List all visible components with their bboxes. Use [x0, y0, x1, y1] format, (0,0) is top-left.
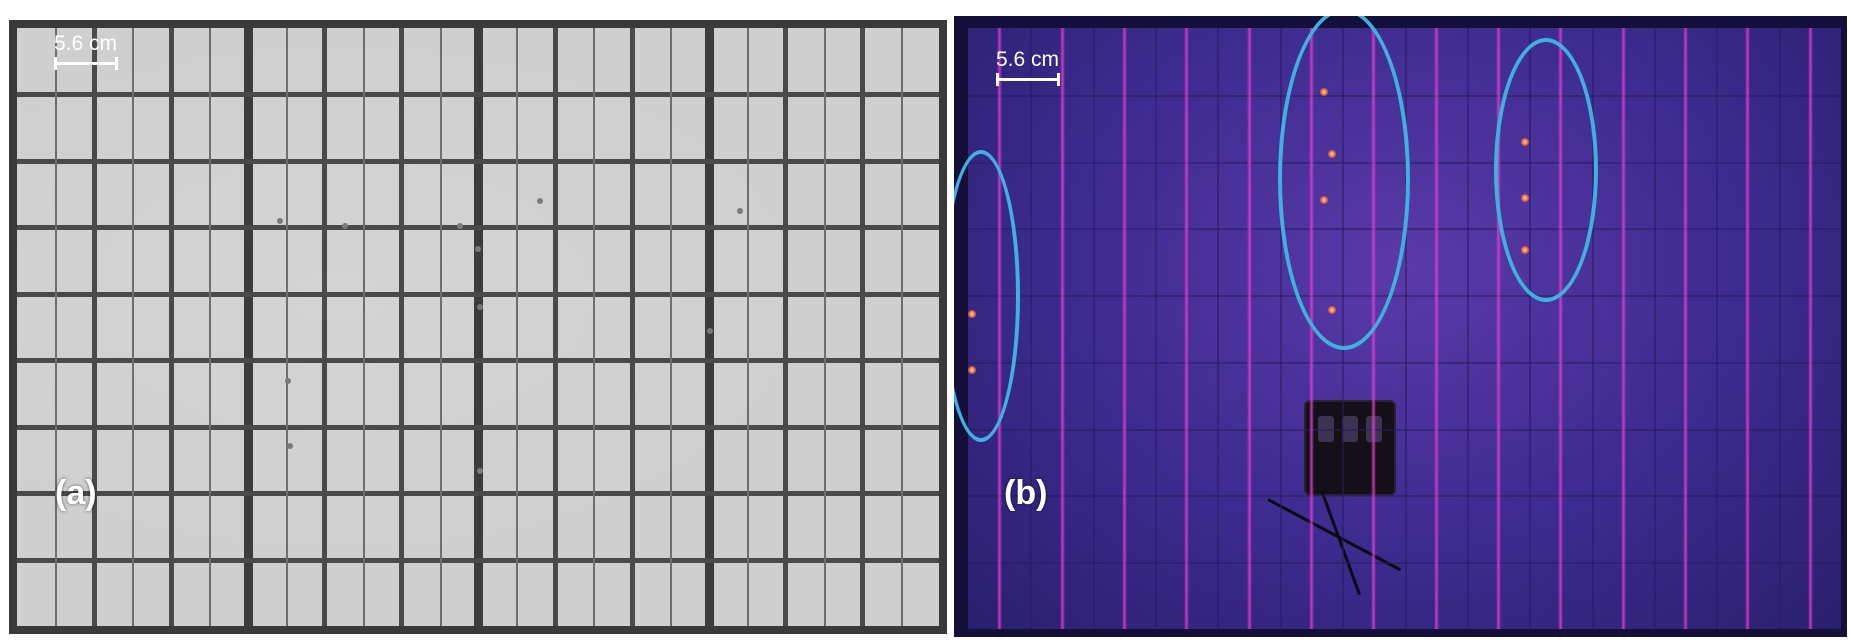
scale-label-a: 5.6 cm — [54, 32, 118, 55]
thermal-cell-divider — [1093, 28, 1095, 629]
thermal-hot-busbar — [1683, 28, 1688, 629]
defect-spot — [277, 218, 283, 224]
scale-bar-a: 5.6 cm — [54, 32, 118, 70]
cell-divider — [92, 28, 97, 626]
thermal-cell-divider — [1654, 28, 1656, 629]
thermal-hot-busbar — [1060, 28, 1065, 629]
highlight-ring-center — [1278, 16, 1410, 350]
scale-bar-b: 5.6 cm — [996, 48, 1060, 86]
el-cell-grid — [17, 28, 939, 626]
cell-divider — [17, 491, 939, 496]
busbar — [747, 28, 749, 626]
thermal-hot-busbar — [1621, 28, 1626, 629]
thermal-cell-divider — [1529, 28, 1531, 629]
thermal-hot-busbar — [1745, 28, 1750, 629]
busbar — [440, 28, 442, 626]
thermal-cell-divider — [968, 295, 1841, 297]
thermal-hot-busbar — [1496, 28, 1501, 629]
busbar — [670, 28, 672, 626]
cell-divider — [17, 358, 939, 363]
cell-divider — [17, 292, 939, 297]
highlight-ring-left — [954, 150, 1020, 442]
cell-divider — [17, 92, 939, 97]
thermal-cell-divider — [968, 95, 1841, 97]
highlight-ring-right — [1494, 38, 1598, 302]
busbar — [209, 28, 211, 626]
defect-spot — [707, 328, 713, 334]
cell-divider — [169, 28, 174, 626]
scale-label-b: 5.6 cm — [996, 48, 1060, 71]
cell-divider — [17, 425, 939, 430]
panel-label-a: (a) — [55, 474, 97, 512]
defect-spot — [285, 378, 291, 384]
thermal-hot-busbar — [1434, 28, 1439, 629]
defect-spot — [537, 198, 543, 204]
thermal-cell-divider — [968, 429, 1841, 431]
cell-divider — [783, 28, 788, 626]
thermal-cell-divider — [968, 362, 1841, 364]
cell-divider — [553, 28, 558, 626]
string-gap — [244, 28, 253, 626]
thermal-hot-busbar — [1184, 28, 1189, 629]
defect-spot — [737, 208, 743, 214]
thermal-image-panel: 5.6 cm (b) — [954, 16, 1847, 637]
cell-divider — [17, 558, 939, 563]
string-gap — [474, 28, 483, 626]
busbar — [55, 28, 57, 626]
thermal-cell-divider — [1592, 28, 1594, 629]
thermal-cell-divider — [1280, 28, 1282, 629]
thermal-cell-divider — [1155, 28, 1157, 629]
thermal-cell-divider — [1217, 28, 1219, 629]
thermal-cell-divider — [1779, 28, 1781, 629]
busbar — [516, 28, 518, 626]
defect-spot — [342, 223, 348, 229]
defect-spot — [287, 443, 293, 449]
cable — [1267, 498, 1402, 572]
thermal-cell-divider — [968, 562, 1841, 564]
cell-divider — [860, 28, 865, 626]
thermal-hot-busbar — [1558, 28, 1563, 629]
scale-line-a — [54, 57, 118, 70]
thermal-cell-divider — [1030, 28, 1032, 629]
thermal-cell-divider — [968, 495, 1841, 497]
thermal-hot-busbar — [1808, 28, 1813, 629]
busbar — [901, 28, 903, 626]
busbar — [593, 28, 595, 626]
panel-label-b: (b) — [1004, 474, 1048, 512]
thermal-cell-divider — [1467, 28, 1469, 629]
thermal-hot-busbar — [1122, 28, 1127, 629]
cell-divider — [17, 225, 939, 230]
defect-spot — [477, 304, 483, 310]
busbar — [286, 28, 288, 626]
string-gap — [705, 28, 714, 626]
junction-box — [1304, 400, 1396, 496]
cell-divider — [322, 28, 327, 626]
thermal-cell-divider — [1716, 28, 1718, 629]
busbar — [132, 28, 134, 626]
thermal-hot-busbar — [1247, 28, 1252, 629]
defect-spot — [477, 468, 483, 474]
cell-divider — [630, 28, 635, 626]
defect-spot — [457, 223, 463, 229]
busbar — [824, 28, 826, 626]
scale-line-b — [996, 73, 1060, 86]
busbar — [363, 28, 365, 626]
cell-divider — [399, 28, 404, 626]
thermal-cell-divider — [1405, 28, 1407, 629]
el-image-panel: 5.6 cm (a) — [9, 20, 947, 634]
cell-divider — [17, 159, 939, 164]
defect-spot — [475, 246, 481, 252]
